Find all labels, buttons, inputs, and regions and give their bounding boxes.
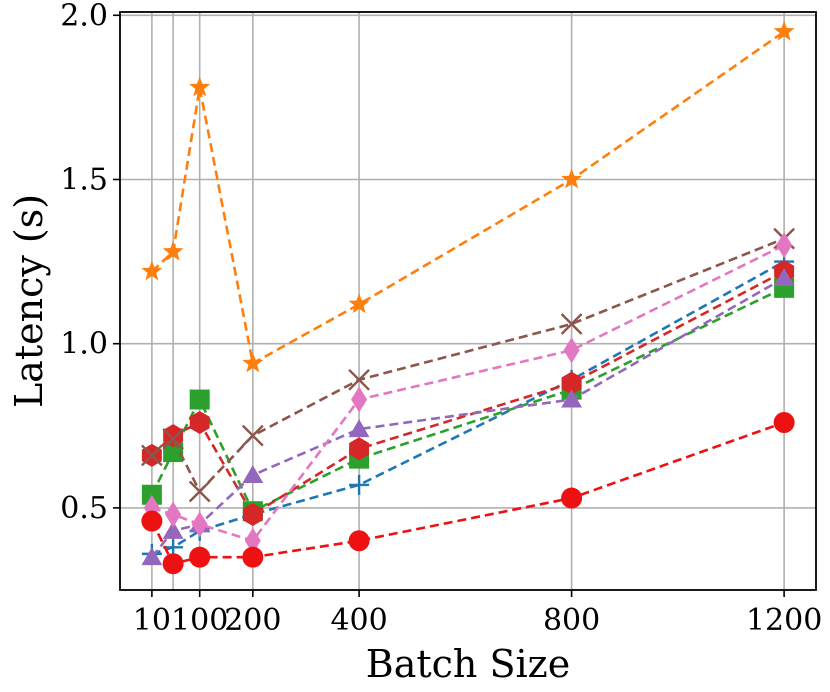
data-point [162, 240, 184, 261]
data-point [162, 553, 184, 575]
x-axis-label: Batch Size [366, 642, 570, 686]
x-tick-label: 400 [330, 603, 387, 638]
series-orange-star [141, 20, 795, 373]
data-point [162, 428, 184, 450]
data-point [776, 232, 793, 259]
series-red-circle [141, 412, 795, 575]
data-point [773, 268, 795, 287]
data-point [189, 411, 210, 435]
data-point [351, 386, 368, 413]
data-point [244, 527, 261, 554]
data-point [141, 484, 162, 505]
data-point [188, 480, 211, 503]
data-point [348, 293, 370, 314]
data-point [348, 368, 370, 391]
data-point [165, 501, 182, 528]
data-point [773, 20, 795, 41]
series-purple-triangle [141, 268, 795, 566]
data-point [348, 419, 370, 438]
data-point [349, 474, 370, 495]
data-point [241, 424, 264, 447]
y-tick-label: 2.0 [60, 0, 108, 33]
x-tick-label: 1200 [746, 603, 822, 638]
y-tick-label: 0.5 [60, 491, 108, 526]
data-point [561, 487, 583, 509]
y-tick-label: 1.0 [60, 327, 108, 362]
data-point [349, 437, 370, 461]
series-line [151, 237, 785, 494]
data-point [141, 444, 163, 467]
data-point [561, 389, 582, 408]
plot-frame [119, 11, 817, 591]
x-tick-label: 800 [543, 603, 600, 638]
data-point [242, 502, 263, 526]
x-tick-label: 10 [133, 603, 171, 638]
series-brown-x [141, 227, 795, 503]
data-point [189, 389, 210, 410]
data-point [141, 260, 163, 281]
data-point [242, 546, 264, 568]
series-green-square [141, 277, 795, 522]
x-tick-label: 100 [171, 603, 228, 638]
series-layer [141, 20, 795, 575]
data-point [563, 337, 580, 364]
data-point [242, 465, 264, 484]
data-point [773, 412, 795, 434]
data-point [191, 511, 208, 538]
data-point [561, 371, 582, 395]
series-pink-diamond [143, 232, 793, 554]
data-point [141, 547, 163, 566]
data-point [189, 76, 211, 97]
data-point [560, 313, 583, 335]
y-axis-label: Latency (s) [7, 194, 51, 408]
data-point [348, 530, 370, 552]
data-point [189, 546, 211, 568]
x-tick-label: 200 [224, 603, 281, 638]
y-tick-label: 1.5 [60, 162, 108, 197]
data-point [162, 520, 184, 539]
data-point [242, 352, 264, 373]
data-point [561, 168, 583, 189]
data-point [141, 510, 163, 532]
